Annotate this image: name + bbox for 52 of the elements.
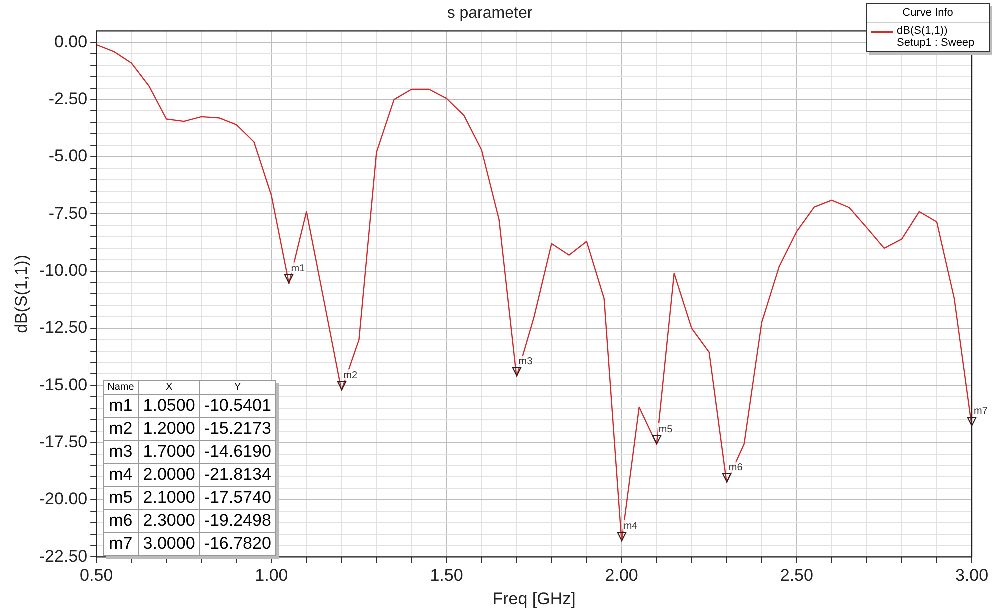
annotation: 2.1000 <box>138 486 200 510</box>
text: m2 <box>109 419 133 438</box>
text: m7 <box>109 534 133 554</box>
x-axis-title: Freq [GHz] <box>492 589 576 608</box>
annotation: 2.0000 <box>138 464 200 487</box>
y-tick-label: -5.00 <box>48 146 88 166</box>
text: m5 <box>109 488 133 508</box>
annotation: 1.2000 <box>138 418 200 441</box>
y-tick-label: -22.50 <box>39 546 88 566</box>
y-tick-label: -12.50 <box>39 318 88 338</box>
text: m4 <box>109 465 133 484</box>
annotation: 1.0500 <box>138 394 200 418</box>
annotation: -14.6190 <box>200 440 276 464</box>
y-tick-label: -7.50 <box>48 204 88 223</box>
x-tick-label: 2.00 <box>605 566 638 586</box>
annotation: -19.2498 <box>200 510 276 533</box>
chart-title: s parameter <box>447 5 534 22</box>
annotation: Y <box>200 380 276 395</box>
y-tick-label: -15.00 <box>39 375 88 394</box>
x-tick-label: 1.00 <box>255 566 288 586</box>
annotation: m2 <box>344 370 358 382</box>
annotation: 3.0000 <box>138 532 200 556</box>
annotation: 1.7000 <box>138 440 200 464</box>
annotation: -10.5401 <box>200 394 276 418</box>
annotation: -21.8134 <box>200 464 276 487</box>
y-tick-label: -17.50 <box>39 432 88 452</box>
text: m6 <box>109 511 133 530</box>
annotation: m1 <box>291 263 306 274</box>
x-tick-label: 1.50 <box>430 566 464 586</box>
legend-label: dB(S(1,1)) Setup1 : Sweep <box>897 25 976 50</box>
y-axis-title: dB(S(1,1)) <box>12 254 31 334</box>
x-tick-label: 3.00 <box>955 566 989 586</box>
annotation: m3 <box>518 356 534 368</box>
annotation: -16.7820 <box>200 532 276 556</box>
annotation: 2.3000 <box>138 510 200 533</box>
y-tick-label: 0.00 <box>54 32 88 52</box>
annotation: Name <box>103 380 139 395</box>
annotation: -15.2173 <box>200 418 276 441</box>
y-tick-label: -2.50 <box>48 89 88 108</box>
x-tick-label: 0.50 <box>80 566 114 586</box>
y-tick-label: -10.00 <box>39 261 88 280</box>
annotation: m6 <box>728 462 744 474</box>
annotation: -17.5740 <box>200 486 276 510</box>
annotation: m4 <box>624 521 638 532</box>
annotation: m5 <box>658 424 674 436</box>
annotation: X <box>138 380 200 395</box>
text: m3 <box>109 442 133 462</box>
legend-title: Curve Info <box>867 4 989 24</box>
annotation: m7 <box>974 406 988 418</box>
y-tick-label: -20.00 <box>39 490 88 509</box>
text: m1 <box>109 396 133 416</box>
x-tick-label: 2.50 <box>780 566 814 586</box>
